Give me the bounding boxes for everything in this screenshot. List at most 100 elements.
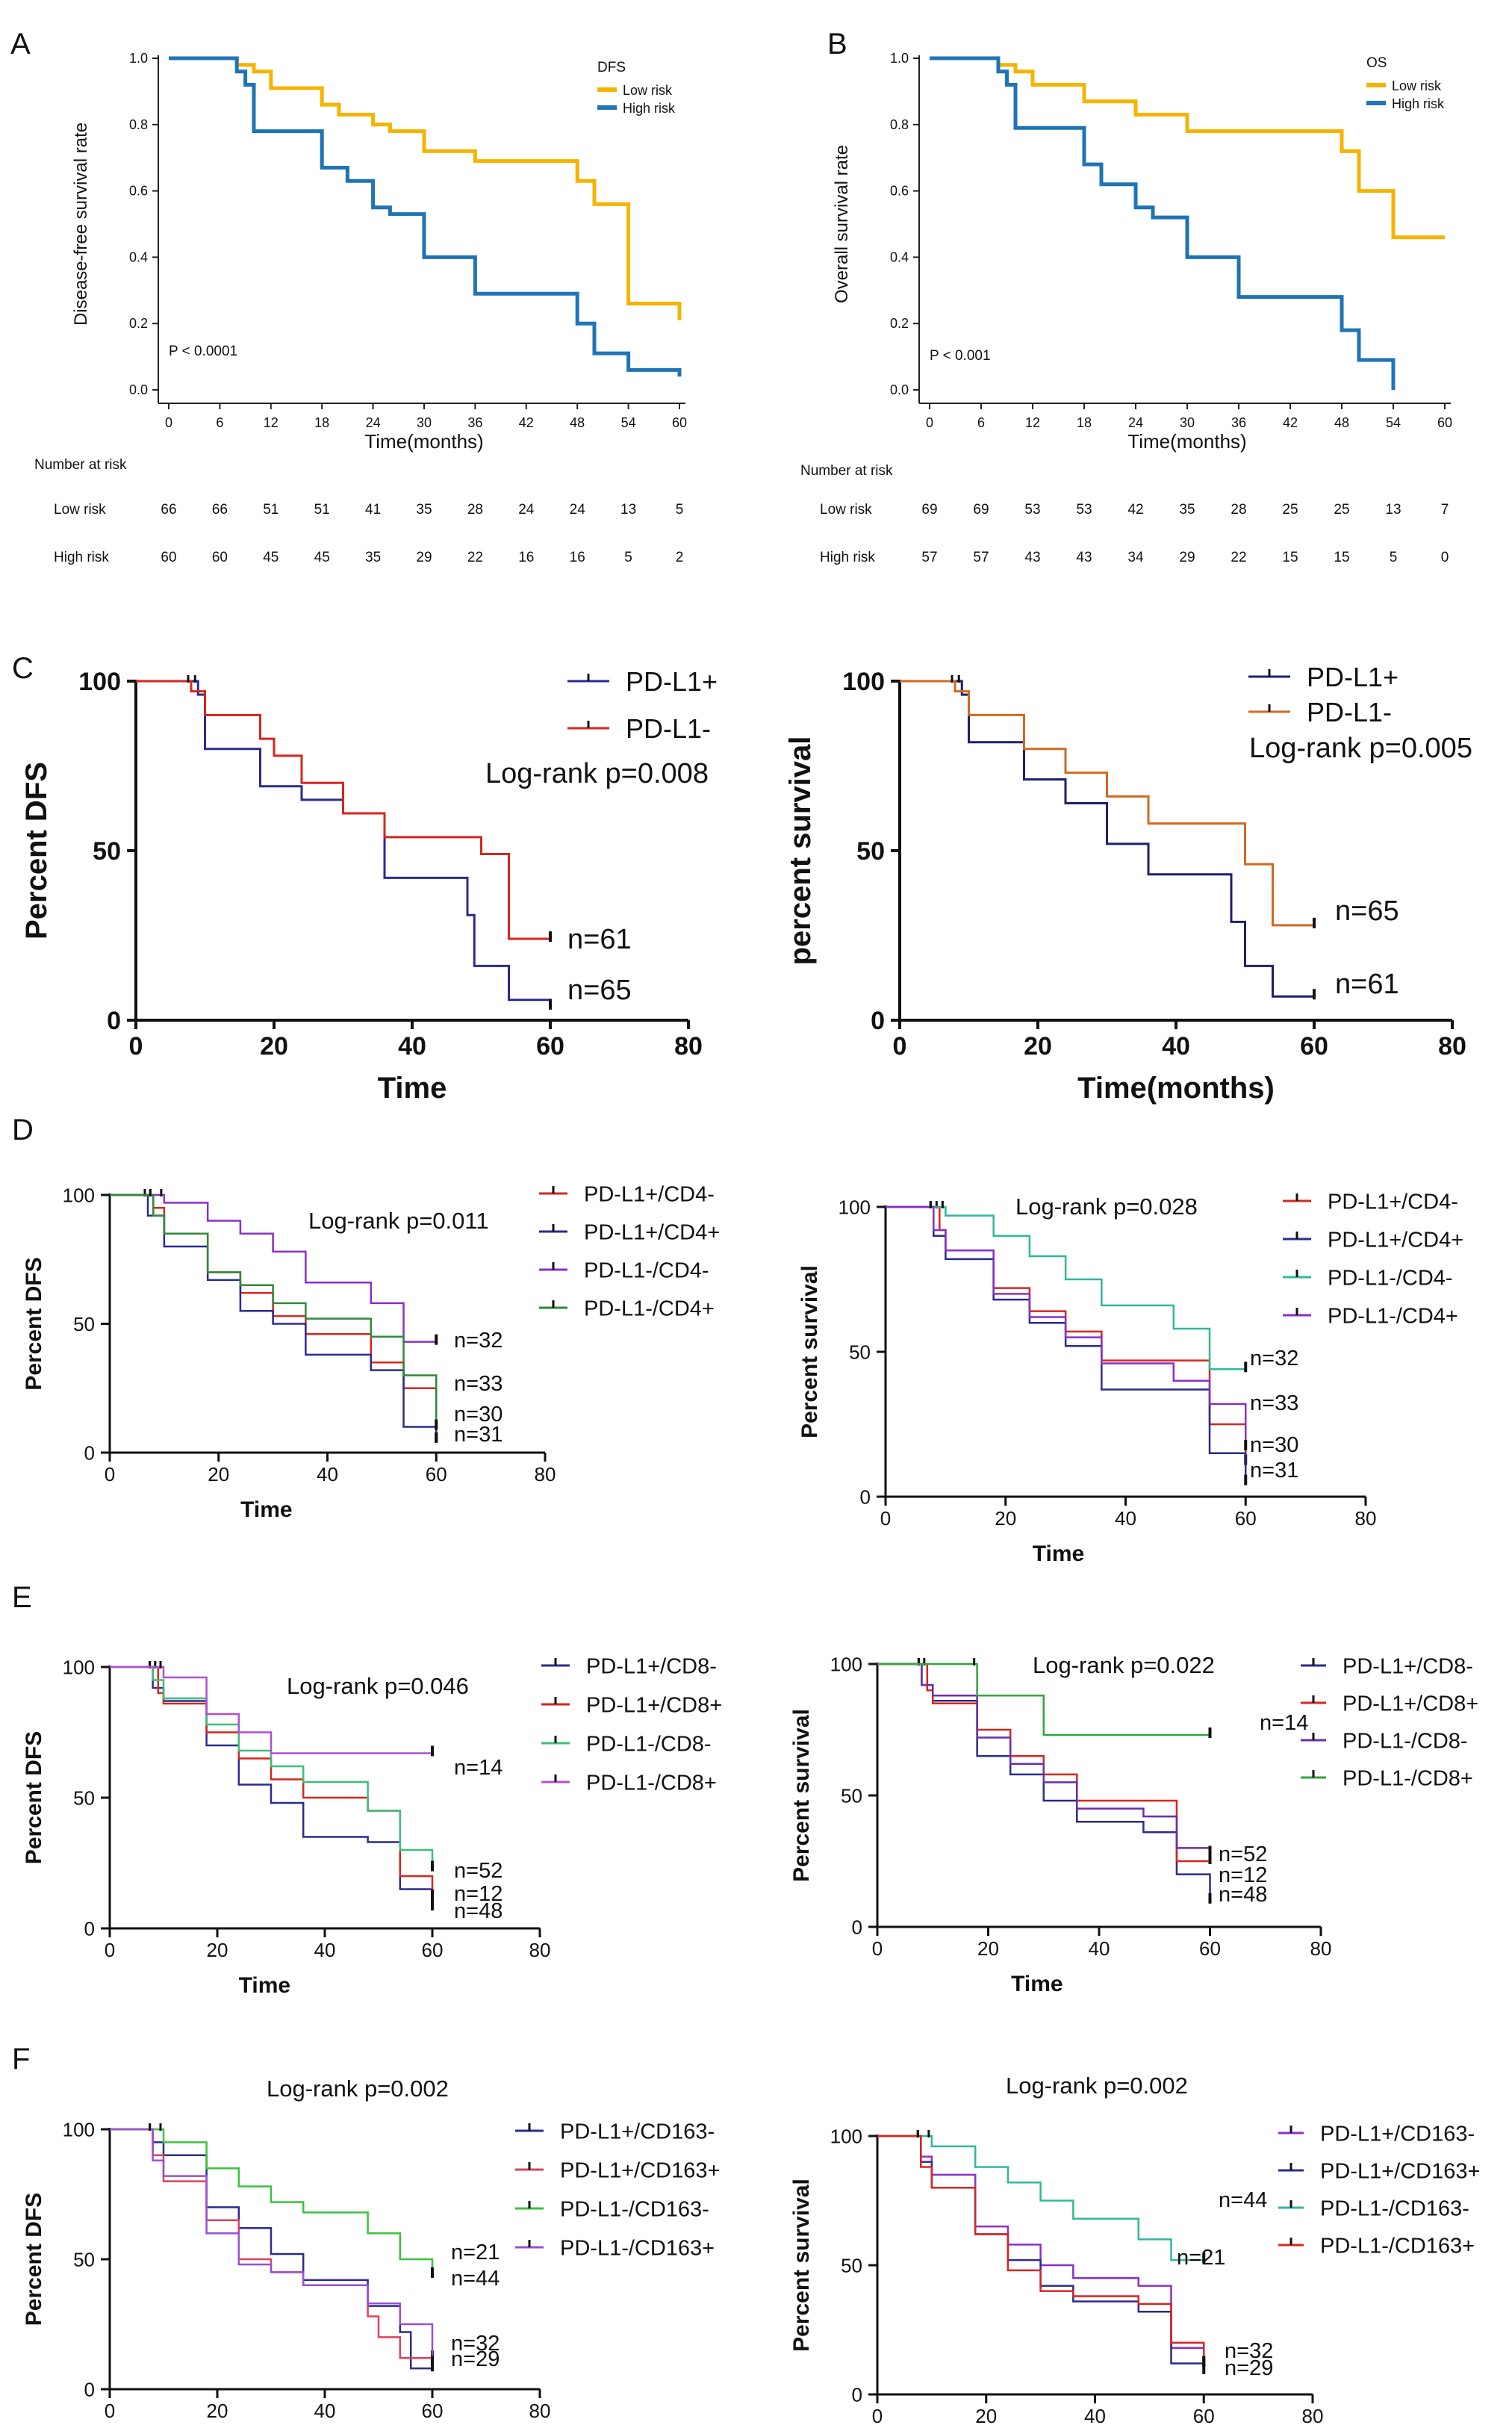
x-tick-label: 12 — [264, 415, 279, 430]
y-axis-label: Percent survival — [789, 2179, 814, 2352]
km-curve-pd-l1-cd4- — [886, 1205, 1247, 1448]
km-curve-pd-l1-cd4- — [886, 1205, 1247, 1483]
x-tick-label: 0 — [105, 1939, 115, 1961]
x-tick-label: 42 — [519, 415, 534, 430]
n-label: n=21 — [1177, 2246, 1225, 2270]
y-tick-label: 1.0 — [890, 51, 909, 66]
x-tick-label: 20 — [207, 1939, 228, 1961]
legend-label: PD-L1+/CD4+ — [584, 1220, 720, 1244]
x-tick-label: 40 — [1089, 1937, 1110, 1960]
y-tick-label: 0.2 — [129, 316, 148, 331]
risk-value: 28 — [467, 502, 483, 518]
y-tick-label: 0.6 — [129, 184, 148, 199]
x-tick-label: 30 — [417, 415, 432, 430]
y-tick-label: 0.8 — [890, 117, 909, 132]
y-tick-label: 100 — [830, 2125, 862, 2147]
risk-value: 35 — [416, 502, 432, 518]
x-tick-label: 80 — [1302, 2405, 1324, 2427]
x-tick-label: 60 — [1193, 2405, 1215, 2427]
x-tick-label: 6 — [216, 415, 223, 430]
risk-row-label: Low risk — [820, 502, 872, 518]
p-value-text: P < 0.0001 — [169, 344, 237, 359]
risk-value: 66 — [212, 502, 228, 518]
risk-value: 16 — [570, 550, 585, 565]
km-curve-high-risk — [169, 56, 682, 377]
y-tick-label: 0 — [107, 1007, 121, 1035]
km-curve-pd-l1-cd4- — [110, 1193, 437, 1343]
legend-label: PD-L1-/CD4+ — [1328, 1304, 1458, 1328]
risk-value: 15 — [1334, 550, 1349, 565]
x-tick-label: 60 — [1235, 1507, 1257, 1530]
x-tick-label: 80 — [674, 1032, 703, 1061]
x-tick-label: 54 — [621, 415, 636, 430]
y-axis-label: Overall survival rate — [832, 145, 852, 303]
x-tick-label: 80 — [529, 1939, 551, 1961]
risk-value: 0 — [1441, 550, 1449, 565]
x-axis-label: Time — [378, 1072, 447, 1105]
y-axis-label: Percent survival — [789, 1709, 814, 1882]
legend-label: Low risk — [623, 83, 673, 98]
x-tick-label: 12 — [1025, 415, 1040, 430]
risk-row-label: Low risk — [54, 502, 106, 518]
x-axis-label: Time — [239, 1973, 290, 1998]
km-curve-pd-l1-cd8- — [110, 1665, 432, 1754]
y-tick-label: 100 — [78, 668, 121, 696]
km-curve-high-risk — [930, 56, 1396, 390]
risk-value: 69 — [921, 502, 937, 518]
legend-title: OS — [1366, 55, 1387, 71]
risk-table-header: Number at risk — [34, 457, 127, 473]
n-label: n=48 — [1219, 1883, 1267, 1907]
km-curve-pd-l1- — [136, 680, 550, 940]
n-label: n=14 — [454, 1756, 503, 1780]
n-label: n=44 — [1219, 2188, 1267, 2212]
y-tick-label: 100 — [63, 2118, 95, 2140]
legend-label: High risk — [1392, 96, 1445, 111]
legend-label: PD-L1-/CD163- — [1320, 2197, 1469, 2220]
x-axis-label: Time — [1011, 1972, 1063, 1996]
risk-value: 15 — [1282, 550, 1298, 565]
legend-label: PD-L1-/CD4- — [1328, 1266, 1453, 1290]
km-curve-pd-l1-cd8- — [110, 1665, 434, 1907]
legend-label: PD-L1+/CD163- — [560, 2120, 715, 2143]
x-tick-label: 60 — [1300, 1032, 1328, 1061]
km-curve-pd-l1-cd163- — [110, 2128, 432, 2370]
km-curve-pd-l1-cd163- — [877, 2135, 1205, 2364]
y-tick-label: 0.8 — [129, 117, 148, 132]
y-tick-label: 50 — [73, 1786, 95, 1809]
n-label: n=32 — [1225, 2339, 1273, 2363]
n-label: n=12 — [1219, 1863, 1267, 1887]
x-tick-label: 54 — [1386, 415, 1401, 430]
x-tick-label: 80 — [529, 2400, 551, 2422]
x-tick-label: 60 — [1199, 1937, 1221, 1960]
y-axis-label: percent survival — [784, 736, 817, 966]
y-tick-label: 0.0 — [890, 382, 909, 397]
risk-value: 45 — [314, 550, 330, 565]
n-label: n=32 — [454, 1329, 503, 1353]
legend-label: PD-L1+/CD163- — [1320, 2122, 1475, 2146]
y-tick-label: 100 — [63, 1184, 95, 1206]
legend-label: High risk — [623, 101, 676, 116]
logrank-text: Log-rank p=0.008 — [485, 758, 709, 789]
x-tick-label: 40 — [1115, 1507, 1136, 1530]
y-axis-label: Percent DFS — [22, 2193, 46, 2326]
risk-value: 51 — [263, 502, 279, 518]
n-label: n=31 — [1250, 1459, 1298, 1483]
x-tick-label: 0 — [872, 1937, 883, 1960]
logrank-text: Log-rank p=0.011 — [308, 1208, 489, 1234]
x-tick-label: 20 — [207, 2400, 228, 2422]
y-tick-label: 50 — [856, 837, 885, 866]
km-curve-pd-l1-cd163- — [877, 2135, 1204, 2261]
y-tick-label: 0.0 — [129, 382, 148, 397]
n-label: n=52 — [454, 1859, 503, 1883]
y-tick-label: 50 — [841, 1784, 862, 1807]
risk-value: 7 — [1441, 502, 1449, 518]
n-label: n=31 — [454, 1423, 503, 1447]
km-curve-low-risk — [930, 56, 1445, 240]
legend-label: PD-L1+ — [626, 666, 718, 697]
x-tick-label: 60 — [422, 1939, 444, 1961]
x-tick-label: 24 — [1128, 415, 1143, 430]
x-axis-label: Time(months) — [364, 430, 483, 453]
x-tick-label: 80 — [535, 1463, 556, 1485]
km-curve-pd-l1-cd8- — [877, 1662, 1210, 1736]
y-tick-label: 0 — [84, 1917, 95, 1940]
